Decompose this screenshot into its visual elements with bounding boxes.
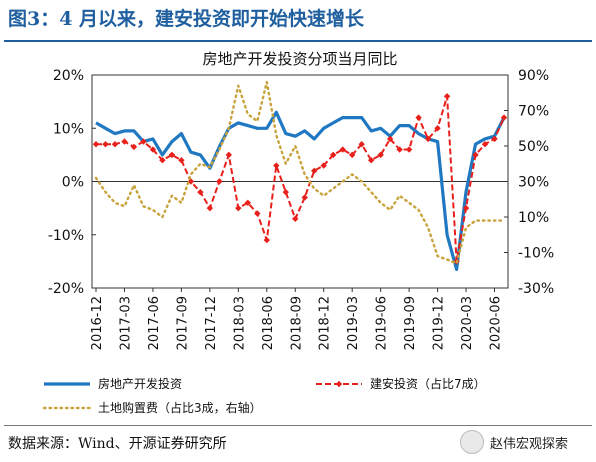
series-2-point xyxy=(405,146,413,153)
x-tick-label: 2018-09 xyxy=(289,296,304,350)
series-2-point xyxy=(187,178,195,185)
series-2-point xyxy=(244,199,252,206)
x-tick-label: 2020-06 xyxy=(489,296,504,350)
legend-label-3: 土地购置费（占比3成，右轴） xyxy=(98,400,262,415)
x-tick-label: 2017-03 xyxy=(118,296,133,350)
left-tick-label: -10% xyxy=(48,228,84,244)
watermark: 赵伟宏观探索 xyxy=(460,430,568,454)
series-2-point xyxy=(358,141,365,148)
series-2-point xyxy=(491,135,498,143)
x-tick-label: 2019-09 xyxy=(403,296,418,350)
x-tick-label: 2019-12 xyxy=(432,296,447,350)
x-tick-label: 2018-03 xyxy=(232,296,247,350)
left-tick-label: 10% xyxy=(53,121,84,137)
x-tick-label: 2019-03 xyxy=(346,296,361,350)
left-tick-label: 20% xyxy=(53,68,84,84)
x-tick-label: 2020-03 xyxy=(460,296,475,350)
series-2-point xyxy=(225,151,233,159)
series-2-point xyxy=(367,157,375,164)
series-2-point xyxy=(386,135,394,143)
right-tick-label: 50% xyxy=(518,139,549,155)
series-2-point xyxy=(292,215,299,222)
series-2-point xyxy=(339,146,346,153)
series-2-point xyxy=(254,210,261,217)
series-2-point xyxy=(462,204,470,212)
series-line-3 xyxy=(94,80,506,265)
series-2-point xyxy=(235,204,242,212)
x-tick-label: 2017-12 xyxy=(204,296,219,350)
left-tick-label: -20% xyxy=(48,281,84,297)
series-2-point xyxy=(273,162,280,169)
x-tick-label: 2018-12 xyxy=(318,296,333,350)
source-divider xyxy=(4,425,592,426)
series-2-point xyxy=(92,141,100,148)
right-tick-label: 10% xyxy=(518,210,549,226)
series-2-point xyxy=(140,138,147,145)
chart-svg: 房地产开发投资分项当月同比 20% 10% 0% -10% -20% 90% 70% 50% 30… xyxy=(42,50,554,415)
series-2-point xyxy=(301,194,308,201)
series-2-point xyxy=(443,93,451,100)
x-tick-label: 2019-06 xyxy=(375,296,390,350)
watermark-text: 赵伟宏观探索 xyxy=(490,436,569,452)
right-tick-label: 30% xyxy=(518,175,549,191)
series-2-point xyxy=(206,204,214,212)
x-tick-label: 2017-09 xyxy=(175,296,190,350)
series-2-point xyxy=(311,167,318,175)
series-2-point xyxy=(102,141,109,148)
series-2-point xyxy=(282,188,289,196)
figure-title: 图3：4 月以来，建安投资即开始快速增长 xyxy=(8,8,365,30)
wechat-logo-icon xyxy=(460,430,484,454)
series-2-point xyxy=(500,114,508,121)
series-line-2 xyxy=(96,95,505,263)
right-tick-label: 70% xyxy=(518,104,549,120)
x-tick-label: 2017-06 xyxy=(147,296,162,350)
series-2-point xyxy=(111,141,119,148)
series-2-point xyxy=(130,143,138,151)
series-2-point xyxy=(263,236,270,244)
series-2-point xyxy=(424,135,432,143)
title-divider xyxy=(4,40,592,42)
series-2-point xyxy=(197,188,204,196)
right-tick-label: -10% xyxy=(518,246,554,262)
legend-label-1: 房地产开发投资 xyxy=(98,376,182,391)
legend-marker-2 xyxy=(335,380,343,388)
chart-title: 房地产开发投资分项当月同比 xyxy=(202,50,397,68)
left-tick-label: 0% xyxy=(62,175,84,191)
series-line-1 xyxy=(95,110,506,271)
series-2-point xyxy=(149,146,157,153)
series-2-point xyxy=(320,162,327,169)
x-tick-label: 2016-12 xyxy=(90,296,105,350)
series-2-point xyxy=(396,146,403,153)
x-tick-label: 2018-06 xyxy=(261,296,276,350)
legend-label-2: 建安投资（占比7成） xyxy=(370,376,486,391)
series-2-point xyxy=(481,141,489,148)
series-2-point xyxy=(159,157,166,164)
series-2-point xyxy=(178,157,185,164)
right-tick-label: -30% xyxy=(518,281,554,297)
source-note: 数据来源：Wind、开源证券研究所 xyxy=(8,436,227,452)
series-2-point xyxy=(415,114,422,121)
right-tick-label: 90% xyxy=(518,68,549,84)
series-2-point xyxy=(216,178,223,185)
